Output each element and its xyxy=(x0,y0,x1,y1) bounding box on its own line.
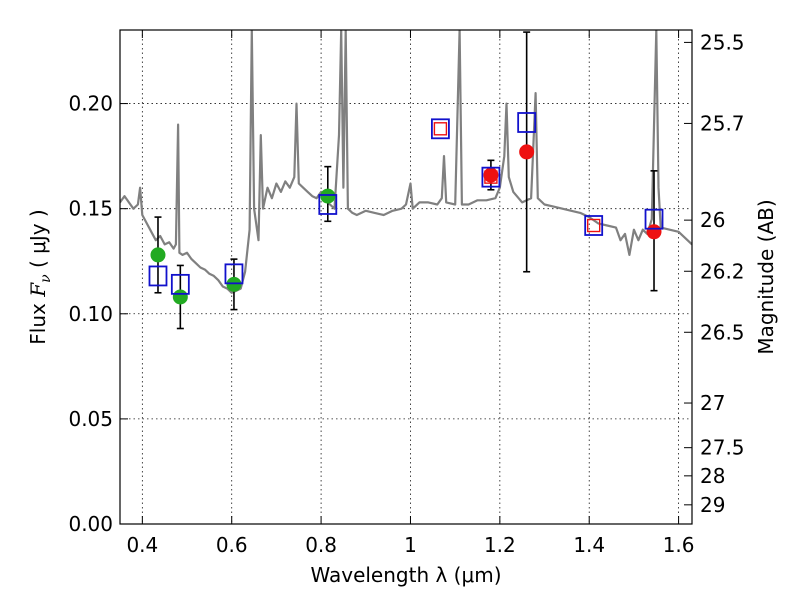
right-tick-label: 27.5 xyxy=(700,436,745,460)
y-axis-right-title: Magnitude (AB) xyxy=(754,199,778,354)
x-axis-title: Wavelength λ (μm) xyxy=(310,563,501,587)
tick-layer: 0.4 0.6 0.8 1 1.2 1.4 1.6 0.00 0.05 0.10 0.15 0.20 2… xyxy=(68,30,745,557)
x-tick-label: 1.6 xyxy=(663,533,695,557)
y-axis-left-symbol: F xyxy=(26,282,50,298)
right-tick-label: 25.7 xyxy=(700,111,745,135)
model-square xyxy=(431,118,450,140)
y-tick-label: 0.15 xyxy=(68,197,113,221)
right-tick-label: 26.5 xyxy=(700,320,745,344)
model-square-inner xyxy=(484,170,498,184)
data-point xyxy=(226,276,242,292)
x-tick-label: 0.6 xyxy=(216,533,248,557)
model-square xyxy=(170,273,190,295)
y-tick-label: 0.05 xyxy=(68,407,113,431)
model-square xyxy=(517,112,537,133)
marker-layer xyxy=(148,31,664,330)
data-point xyxy=(519,144,535,160)
model-square xyxy=(644,208,664,230)
model-square xyxy=(481,166,501,188)
y-tick-label: 0.20 xyxy=(68,92,113,116)
data-point xyxy=(483,167,499,183)
data-point xyxy=(172,289,188,305)
data-point xyxy=(320,188,336,204)
y-axis-left-title: Flux Fν ( μJy ) xyxy=(26,209,54,344)
model-square xyxy=(224,263,244,285)
y-axis-left-prefix: Flux xyxy=(26,297,50,345)
right-tick-label: 28 xyxy=(700,464,725,488)
x-tick-label: 1.2 xyxy=(484,533,516,557)
x-tick-label: 0.4 xyxy=(126,533,158,557)
x-tick-label: 1 xyxy=(404,533,417,557)
data-point xyxy=(646,224,662,240)
right-tick-label: 27 xyxy=(700,391,725,415)
spectrum-layer xyxy=(120,30,692,294)
y-tick-label: 0.10 xyxy=(68,302,113,326)
grid xyxy=(120,30,692,525)
right-tick-label: 26 xyxy=(700,208,725,232)
y-axis-left-subscript: ν xyxy=(38,274,54,283)
right-tick-label: 26.2 xyxy=(700,259,745,283)
x-tick-label: 0.8 xyxy=(305,533,337,557)
y-axis-left-suffix: ( μJy ) xyxy=(26,209,50,274)
y-tick-label: 0.00 xyxy=(68,512,113,536)
x-tick-label: 1.4 xyxy=(573,533,605,557)
model-square xyxy=(148,265,168,287)
spectrum-line xyxy=(120,30,692,294)
model-square-inner xyxy=(586,218,601,233)
model-square-inner xyxy=(433,122,448,136)
plot-frame xyxy=(119,29,693,525)
data-point xyxy=(150,247,166,263)
right-tick-label: 29 xyxy=(700,493,725,517)
model-square xyxy=(584,215,604,236)
model-square xyxy=(318,194,338,215)
right-tick-label: 25.5 xyxy=(700,30,745,54)
